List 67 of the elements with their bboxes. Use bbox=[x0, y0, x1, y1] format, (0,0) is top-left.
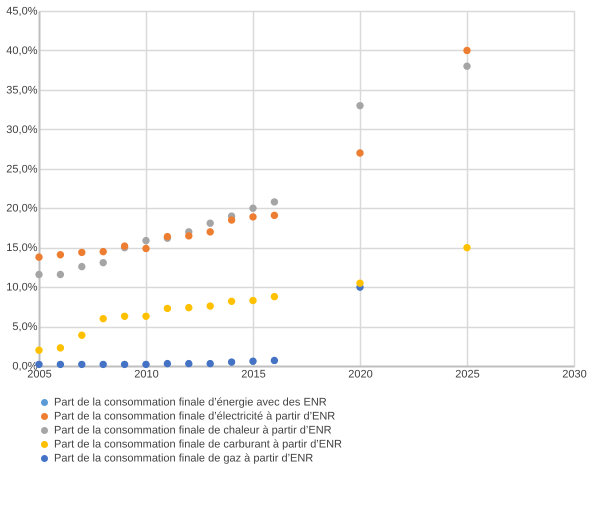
y-tick-label: 35,0% bbox=[6, 84, 38, 96]
point bbox=[142, 236, 150, 244]
point bbox=[185, 360, 193, 368]
point bbox=[99, 360, 107, 368]
point bbox=[270, 356, 278, 364]
point bbox=[228, 298, 236, 306]
y-tick-label: 30,0% bbox=[6, 124, 38, 136]
x-tick-label: 2005 bbox=[27, 368, 52, 380]
point bbox=[78, 360, 86, 368]
point bbox=[185, 304, 193, 312]
point bbox=[463, 62, 471, 70]
x-tick-label: 2015 bbox=[241, 368, 266, 380]
point bbox=[56, 251, 64, 258]
point bbox=[228, 358, 236, 366]
legend-label: Part de la consommation finale de gaz à partir d’ENR bbox=[54, 452, 314, 464]
point bbox=[56, 360, 64, 368]
point bbox=[206, 302, 214, 310]
y-tick-label: 15,0% bbox=[6, 242, 38, 254]
point bbox=[249, 296, 257, 304]
point bbox=[206, 228, 214, 236]
x-tick-label: 2020 bbox=[348, 368, 373, 380]
point bbox=[228, 216, 236, 224]
x-tick-label: 2025 bbox=[455, 368, 480, 380]
point bbox=[356, 149, 364, 157]
point bbox=[206, 220, 214, 227]
point bbox=[164, 360, 172, 368]
point bbox=[120, 312, 128, 320]
point bbox=[249, 204, 257, 212]
point bbox=[142, 312, 150, 320]
point bbox=[99, 248, 107, 256]
point bbox=[164, 304, 172, 312]
point bbox=[78, 332, 86, 339]
point bbox=[99, 314, 107, 322]
point bbox=[35, 270, 43, 278]
y-tick-label: 25,0% bbox=[6, 163, 38, 176]
x-tick-label: 2030 bbox=[562, 368, 587, 380]
point bbox=[142, 360, 150, 368]
point bbox=[463, 46, 471, 54]
point bbox=[270, 198, 278, 206]
legend-label: Part de la consommation finale de carburant à partir d’ENR bbox=[54, 438, 342, 450]
y-tick-label: 40,0% bbox=[6, 44, 38, 57]
legend-label: Part de la consommation finale d’énergie avec des ENR bbox=[54, 396, 327, 408]
point bbox=[249, 213, 257, 221]
y-tick-label: 45,0% bbox=[6, 6, 38, 18]
point bbox=[142, 244, 150, 252]
legend-label: Part de la consommation finale de chaleur à partir d’ENR bbox=[54, 424, 332, 436]
point bbox=[249, 358, 257, 365]
legend-label: Part de la consommation finale d’électricité à partir d’ENR bbox=[54, 410, 336, 422]
point bbox=[185, 232, 193, 240]
point bbox=[56, 344, 64, 352]
point bbox=[463, 244, 471, 252]
point bbox=[356, 279, 364, 287]
x-tick-label: 2010 bbox=[134, 368, 159, 380]
y-tick-label: 20,0% bbox=[6, 202, 38, 215]
point bbox=[270, 212, 278, 220]
point bbox=[270, 292, 278, 300]
point bbox=[78, 262, 86, 270]
y-tick-label: 10,0% bbox=[6, 282, 38, 294]
point bbox=[56, 270, 64, 278]
point bbox=[356, 102, 364, 110]
point bbox=[78, 248, 86, 256]
point bbox=[35, 253, 43, 261]
point bbox=[120, 360, 128, 368]
y-tick-label: 5,0% bbox=[12, 321, 38, 334]
point bbox=[206, 360, 214, 368]
point bbox=[35, 346, 43, 354]
point bbox=[99, 258, 107, 266]
